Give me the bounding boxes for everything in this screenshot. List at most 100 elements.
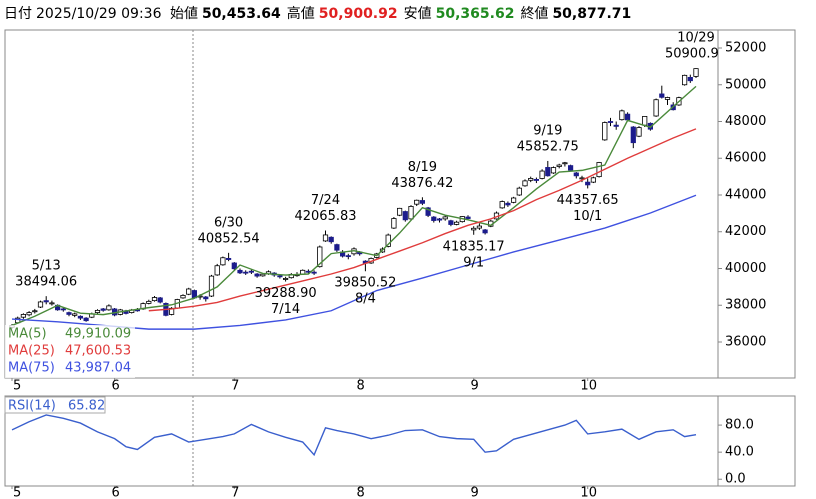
candle-body	[203, 296, 209, 300]
candle-body	[72, 313, 78, 316]
candle-body	[625, 113, 631, 121]
annotation-value: 39850.52	[334, 276, 396, 291]
candle-body	[436, 218, 443, 221]
candle-body	[334, 244, 340, 251]
candle-body	[231, 262, 237, 270]
line	[11, 85, 697, 327]
candle-body	[317, 246, 323, 268]
legend-name: MA(25)	[8, 344, 55, 359]
legend-value: 47,600.53	[65, 344, 131, 359]
annotation-value: 38494.06	[15, 275, 77, 290]
candle-body	[414, 199, 420, 205]
rsi-frame	[4, 395, 796, 487]
line	[148, 128, 697, 312]
candle-body	[573, 172, 579, 177]
candle-body	[282, 278, 289, 280]
candle-body	[94, 309, 101, 313]
candle-body	[533, 178, 540, 181]
candle-body	[243, 271, 249, 274]
candle-body	[630, 126, 636, 144]
candle-body	[653, 99, 659, 117]
x-tick-label: 6	[111, 379, 119, 394]
legend-name: MA(5)	[8, 327, 47, 342]
candle-body	[528, 178, 534, 181]
y-tick-label: 40.0	[725, 445, 754, 460]
annotation-date: 6/30	[214, 215, 243, 230]
y-tick-label: 50000	[725, 77, 766, 92]
candle-body	[596, 162, 602, 178]
y-tick-label: 0.0	[725, 472, 746, 487]
annotation-date: 10/29	[677, 31, 714, 46]
candle-body	[214, 265, 220, 276]
x-tick-label: 10	[580, 379, 597, 394]
candle-body	[442, 216, 448, 220]
x-tick-label: 5	[13, 486, 21, 499]
plot-area	[11, 414, 697, 457]
candle-body	[180, 294, 186, 299]
candle-body	[248, 270, 254, 273]
y-tick-label: 44000	[725, 187, 766, 202]
y-tick-label: 46000	[725, 151, 766, 166]
x-tick-label: 7	[231, 379, 239, 394]
annotation-value: 41835.17	[443, 239, 505, 254]
legend-box	[4, 396, 106, 414]
candle-body	[408, 206, 414, 220]
candle-body	[687, 77, 693, 82]
candle-body	[419, 200, 426, 204]
candle-body	[385, 234, 391, 247]
annotation-date: 8/19	[408, 160, 437, 175]
high-label: 高値	[286, 6, 315, 22]
candle-body	[220, 257, 226, 266]
low-label: 安値	[403, 6, 432, 22]
annotation-value: 45852.75	[517, 139, 579, 154]
annotation-date: 5/13	[32, 259, 61, 274]
low: 50,365.62	[435, 6, 515, 22]
y-tick-label: 48000	[725, 114, 766, 129]
candle-body	[151, 297, 158, 302]
candle-body	[659, 93, 665, 98]
x-tick-label: 8	[357, 379, 365, 394]
candle-body	[254, 273, 260, 277]
annotation-date: 10/1	[573, 209, 602, 224]
annotation-value: 39288.90	[255, 286, 317, 301]
candle-body	[32, 310, 38, 313]
candle-body	[516, 187, 522, 196]
annotation-value: 43876.42	[391, 176, 453, 191]
candle-body	[556, 164, 562, 167]
candle-body	[453, 221, 460, 225]
date-label: 日付	[4, 6, 32, 22]
candle-body	[545, 167, 551, 177]
candle-body	[539, 170, 545, 179]
annotation-date: 9/19	[533, 123, 562, 138]
candle-body	[186, 288, 192, 295]
annotation-value: 40852.54	[198, 231, 260, 246]
candle-body	[568, 165, 574, 171]
candle-body	[60, 308, 66, 311]
candle-body	[499, 201, 505, 209]
annotation-date: 8/4	[355, 292, 376, 307]
candle-body	[225, 257, 232, 260]
candle-body	[77, 315, 83, 319]
candle-body	[49, 302, 55, 305]
y-tick-label: 36000	[725, 334, 766, 349]
candle-body	[590, 177, 597, 183]
legend-box	[5, 325, 135, 378]
candle-body	[83, 317, 89, 322]
candle-body	[431, 216, 437, 221]
y-tick-label: 42000	[725, 224, 766, 239]
legend-value: 65.82	[68, 399, 105, 414]
annotation-value: 44357.65	[557, 193, 619, 208]
candle-body	[311, 271, 317, 274]
date: 2025/10/29 09:36	[36, 6, 162, 22]
candle-body	[693, 68, 699, 77]
x-tick-label: 6	[111, 486, 119, 499]
candle-body	[260, 273, 266, 277]
candle-body	[448, 220, 454, 225]
candle-body	[505, 202, 511, 206]
candle-body	[664, 97, 671, 100]
legend-name: RSI(14)	[8, 399, 56, 414]
candle-body	[396, 207, 403, 216]
